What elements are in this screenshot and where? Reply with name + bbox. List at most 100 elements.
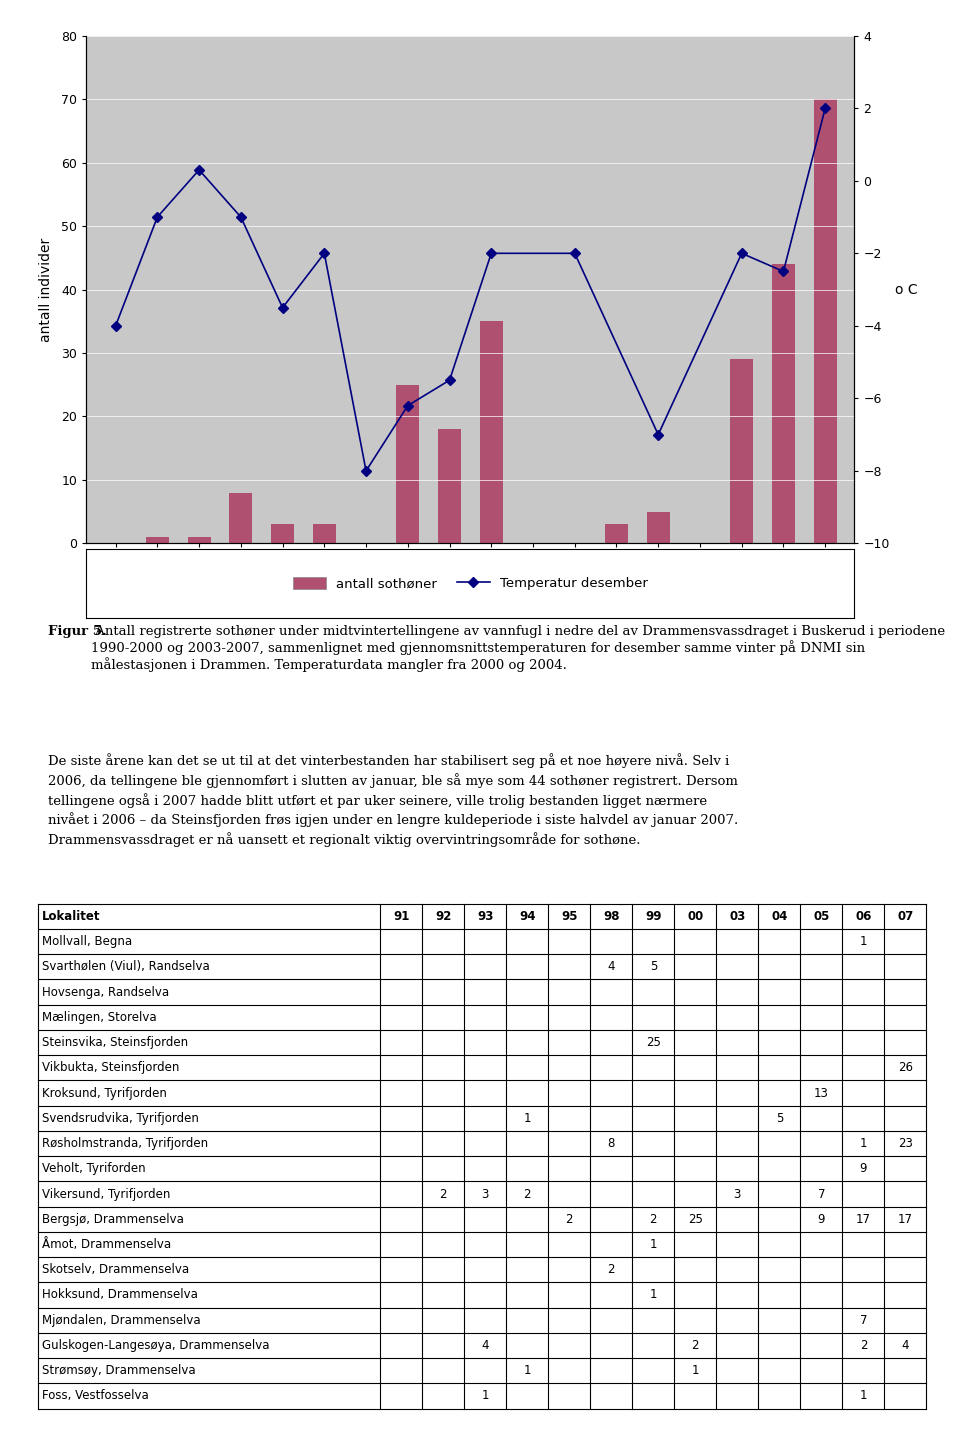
Bar — [480, 322, 503, 543]
Bar — [506, 1030, 548, 1055]
Bar — [422, 1358, 465, 1383]
Bar — [801, 1181, 842, 1207]
Text: 1: 1 — [859, 1390, 867, 1403]
Bar — [506, 954, 548, 980]
Text: 03: 03 — [730, 909, 746, 922]
Text: 91: 91 — [393, 909, 410, 922]
Bar — [758, 1105, 801, 1131]
Bar — [758, 1207, 801, 1231]
Bar — [38, 1081, 380, 1105]
Bar — [842, 1207, 884, 1231]
Bar — [313, 525, 336, 543]
Bar — [380, 1131, 422, 1155]
Bar — [884, 980, 926, 1005]
Bar — [801, 1283, 842, 1307]
Text: 07: 07 — [898, 909, 914, 922]
Bar — [506, 980, 548, 1005]
Bar — [422, 1131, 465, 1155]
Bar — [548, 1005, 590, 1030]
Bar — [674, 1333, 716, 1358]
Bar — [884, 954, 926, 980]
Bar — [548, 1105, 590, 1131]
Text: 1: 1 — [650, 1288, 657, 1301]
Bar — [884, 1307, 926, 1333]
Bar — [506, 1283, 548, 1307]
Bar — [758, 904, 801, 930]
Bar — [590, 1055, 633, 1081]
Bar — [590, 1257, 633, 1283]
Bar — [884, 1131, 926, 1155]
Bar — [758, 1005, 801, 1030]
Bar — [422, 1333, 465, 1358]
Bar — [38, 1383, 380, 1409]
Text: 23: 23 — [898, 1137, 913, 1150]
Bar — [38, 1005, 380, 1030]
Bar — [674, 1307, 716, 1333]
Bar — [548, 1231, 590, 1257]
Bar — [422, 1283, 465, 1307]
Bar — [801, 980, 842, 1005]
Bar — [380, 980, 422, 1005]
Bar — [801, 1207, 842, 1231]
Bar — [801, 1131, 842, 1155]
Bar — [716, 1257, 758, 1283]
Bar — [633, 980, 674, 1005]
Bar — [506, 1231, 548, 1257]
Bar — [590, 1131, 633, 1155]
Bar — [590, 1383, 633, 1409]
Bar — [548, 1358, 590, 1383]
Text: 2: 2 — [608, 1263, 615, 1276]
Bar — [716, 930, 758, 954]
Text: Svendsrudvika, Tyrifjorden: Svendsrudvika, Tyrifjorden — [42, 1111, 199, 1125]
Bar — [842, 1257, 884, 1283]
Bar — [38, 1055, 380, 1081]
Bar — [842, 1055, 884, 1081]
Bar — [380, 1257, 422, 1283]
Text: 04: 04 — [771, 909, 787, 922]
Text: 3: 3 — [482, 1187, 489, 1201]
Bar — [758, 1231, 801, 1257]
Bar — [548, 1055, 590, 1081]
Bar — [633, 1005, 674, 1030]
Y-axis label: o C: o C — [895, 283, 918, 296]
Bar — [801, 1081, 842, 1105]
Bar — [380, 1231, 422, 1257]
Bar — [633, 1358, 674, 1383]
Text: 25: 25 — [688, 1213, 703, 1226]
Text: 4: 4 — [482, 1338, 489, 1351]
Bar — [674, 904, 716, 930]
Bar — [548, 1131, 590, 1155]
Text: 8: 8 — [608, 1137, 615, 1150]
Text: Lokalitet: Lokalitet — [42, 909, 101, 922]
Bar — [590, 1307, 633, 1333]
Bar — [758, 954, 801, 980]
Text: 9: 9 — [859, 1163, 867, 1175]
Text: 1: 1 — [859, 935, 867, 948]
Bar — [674, 1207, 716, 1231]
Bar — [506, 1131, 548, 1155]
Text: 17: 17 — [898, 1213, 913, 1226]
Bar — [38, 1307, 380, 1333]
Bar — [801, 1005, 842, 1030]
Bar — [842, 1181, 884, 1207]
Bar — [506, 1055, 548, 1081]
Bar — [674, 1231, 716, 1257]
Bar — [422, 1005, 465, 1030]
Text: 1: 1 — [859, 1137, 867, 1150]
Bar — [422, 980, 465, 1005]
Bar — [506, 1155, 548, 1181]
Bar — [380, 1181, 422, 1207]
Bar — [380, 1283, 422, 1307]
Bar — [884, 1005, 926, 1030]
Bar — [842, 1030, 884, 1055]
Bar — [38, 904, 380, 930]
Bar — [548, 1307, 590, 1333]
Bar — [380, 1105, 422, 1131]
Bar — [674, 1081, 716, 1105]
Bar — [590, 980, 633, 1005]
Bar — [380, 1081, 422, 1105]
Bar — [548, 1383, 590, 1409]
Bar — [716, 1155, 758, 1181]
Bar — [438, 429, 461, 543]
Bar — [465, 1055, 506, 1081]
